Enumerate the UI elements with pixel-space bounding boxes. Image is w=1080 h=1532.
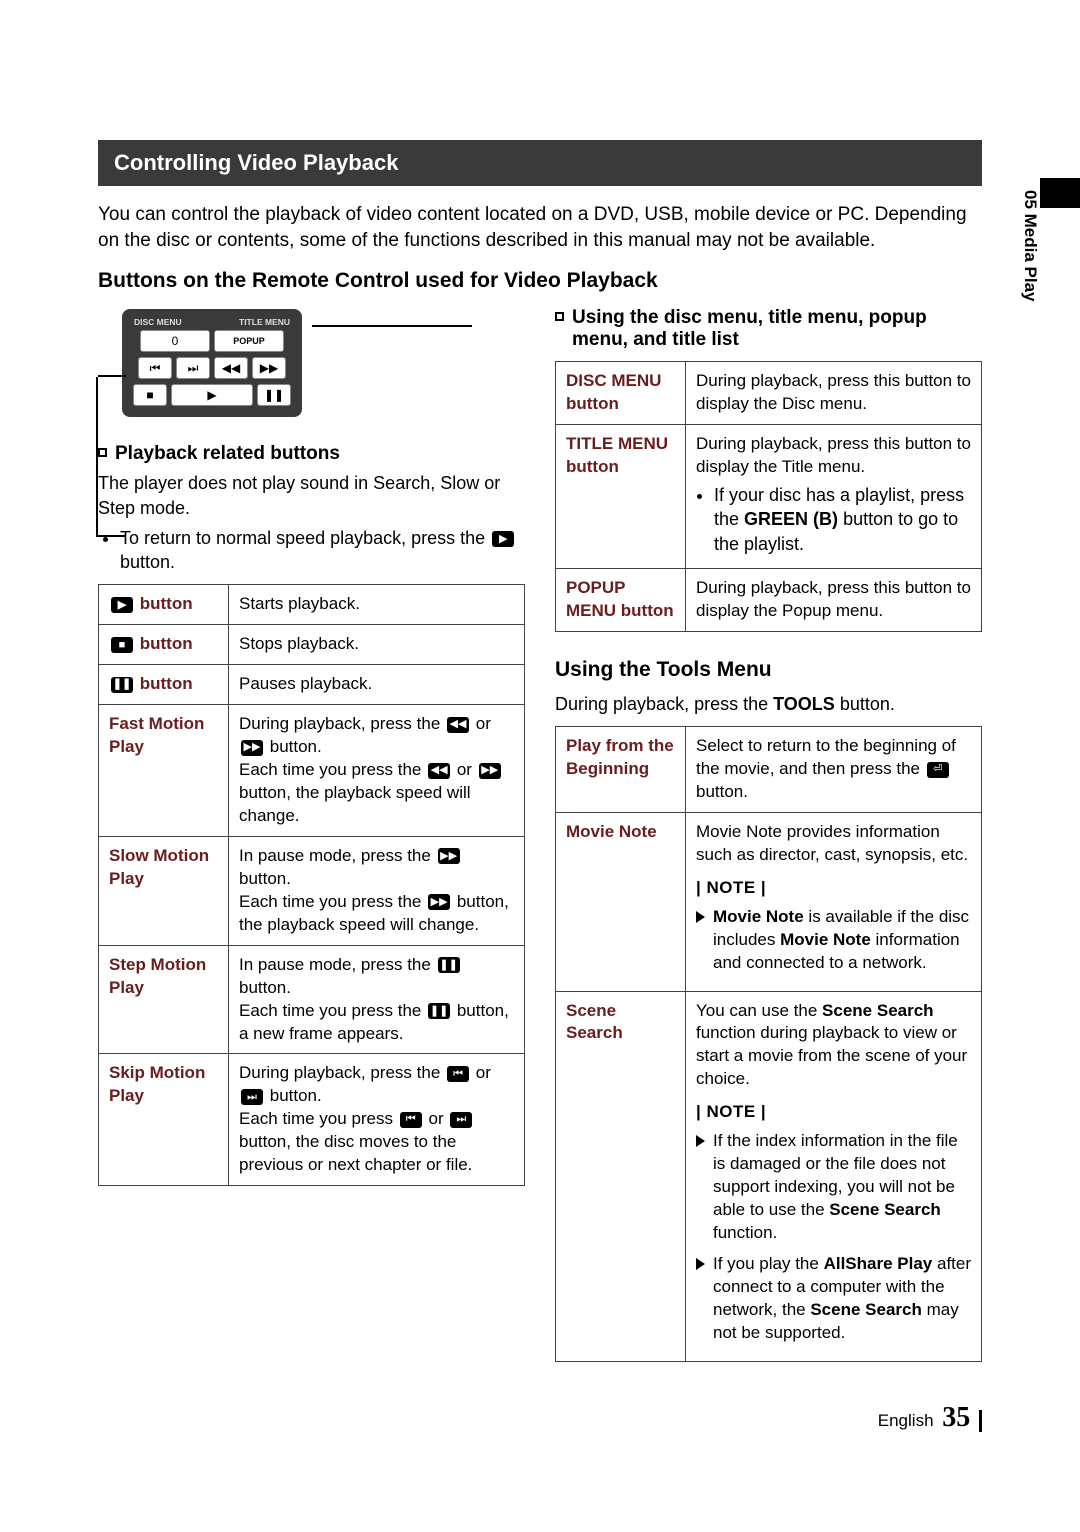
remote-popup-button: POPUP [214,330,284,352]
menu-heading: Using the disc menu, title menu, popup m… [572,307,982,351]
side-chapter-tab: 05 Media Play [1020,190,1040,302]
skip-fwd-icon: ⏭ [450,1112,472,1128]
menu-table: DISC MENU button During playback, press … [555,361,982,632]
table-cell: During playback, press this button to di… [686,362,982,425]
remote-label-title-menu: TITLE MENU [239,317,290,327]
square-bullet-icon [555,312,564,321]
subheading: Buttons on the Remote Control used for V… [98,269,982,293]
stop-icon: ■ [111,637,133,653]
skip-fwd-icon: ⏭ [241,1089,263,1105]
forward-icon: ▶▶ [252,357,286,379]
table-cell: During playback, press this button to di… [686,425,982,569]
playback-buttons-heading: Playback related buttons [115,443,340,465]
forward-icon: ▶▶ [438,848,460,864]
play-icon: ▶ [492,531,514,547]
table-label: Skip Motion Play [99,1054,229,1186]
table-label: POPUP MENU button [556,568,686,631]
page-footer: English 35 [98,1402,982,1434]
intro-text: You can control the playback of video co… [98,202,982,253]
playback-return-note: To return to normal speed playback, pres… [120,526,525,575]
table-cell: You can use the Scene Search function du… [686,991,982,1361]
square-bullet-icon [98,448,107,457]
tools-heading: Using the Tools Menu [555,658,982,682]
stop-icon: ■ [133,384,167,406]
pause-icon: ❚❚ [111,677,133,693]
table-cell: Stops playback. [229,625,525,665]
play-icon: ▶ [171,384,253,406]
table-cell: During playback, press this button to di… [686,568,982,631]
tools-intro: During playback, press the TOOLS button. [555,692,982,716]
skip-back-icon: ⏮ [400,1112,422,1128]
table-cell: In pause mode, press the ❚❚ button. Each… [229,945,525,1054]
table-label: Scene Search [556,991,686,1361]
table-label: Play from the Beginning [556,727,686,813]
table-cell: Pauses playback. [229,665,525,705]
rewind-icon: ◀◀ [447,717,469,733]
skip-fwd-icon: ⏭ [176,357,210,379]
forward-icon: ▶▶ [479,763,501,779]
pause-icon: ❚❚ [438,957,460,973]
table-label: Slow Motion Play [99,836,229,945]
table-label: Fast Motion Play [99,705,229,837]
remote-label-disc-menu: DISC MENU [134,317,182,327]
enter-icon: ⏎ [927,762,949,778]
pause-icon: ❚❚ [428,1003,450,1019]
table-cell: Movie Note provides information such as … [686,812,982,991]
play-icon: ▶ [111,597,133,613]
table-cell: During playback, press the ⏮ or ⏭ button… [229,1054,525,1186]
rewind-icon: ◀◀ [428,763,450,779]
table-label: DISC MENU button [556,362,686,425]
playback-body-text: The player does not play sound in Search… [98,471,525,520]
section-title-bar: Controlling Video Playback [98,140,982,186]
remote-diagram: DISC MENU TITLE MENU 0 POPUP ⏮ ⏭ ◀◀ ▶▶ [122,309,342,417]
table-cell: Select to return to the beginning of the… [686,727,982,813]
table-cell: Starts playback. [229,585,525,625]
playback-table: ▶ button Starts playback. ■ button Stops… [98,584,525,1186]
forward-icon: ▶▶ [241,740,263,756]
rewind-icon: ◀◀ [214,357,248,379]
skip-back-icon: ⏮ [138,357,172,379]
triangle-bullet-icon [696,911,705,923]
table-label: Step Motion Play [99,945,229,1054]
tools-table: Play from the Beginning Select to return… [555,726,982,1362]
table-cell: During playback, press the ◀◀ or ▶▶ butt… [229,705,525,837]
table-label: TITLE MENU button [556,425,686,569]
remote-zero-button: 0 [140,330,210,352]
skip-back-icon: ⏮ [447,1066,469,1082]
triangle-bullet-icon [696,1135,705,1147]
pause-icon: ❚❚ [257,384,291,406]
forward-icon: ▶▶ [428,894,450,910]
table-label: Movie Note [556,812,686,991]
triangle-bullet-icon [696,1258,705,1270]
table-cell: In pause mode, press the ▶▶ button. Each… [229,836,525,945]
